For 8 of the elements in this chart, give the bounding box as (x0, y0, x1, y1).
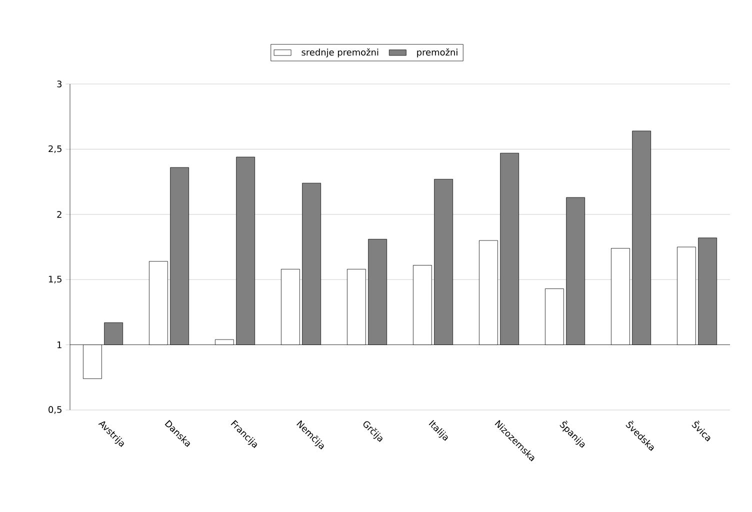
y-tick-label: 2 (57, 211, 62, 218)
y-tick-label: 1,5 (48, 276, 62, 284)
y-tick-label: 3 (57, 80, 62, 88)
y-tick-label: 0,5 (48, 406, 62, 414)
legend-label: srednje premožni (302, 48, 378, 58)
y-tick-label: 2,5 (48, 145, 62, 154)
legend-label: premožni (417, 48, 458, 58)
y-tick-label: 1 (58, 342, 62, 348)
